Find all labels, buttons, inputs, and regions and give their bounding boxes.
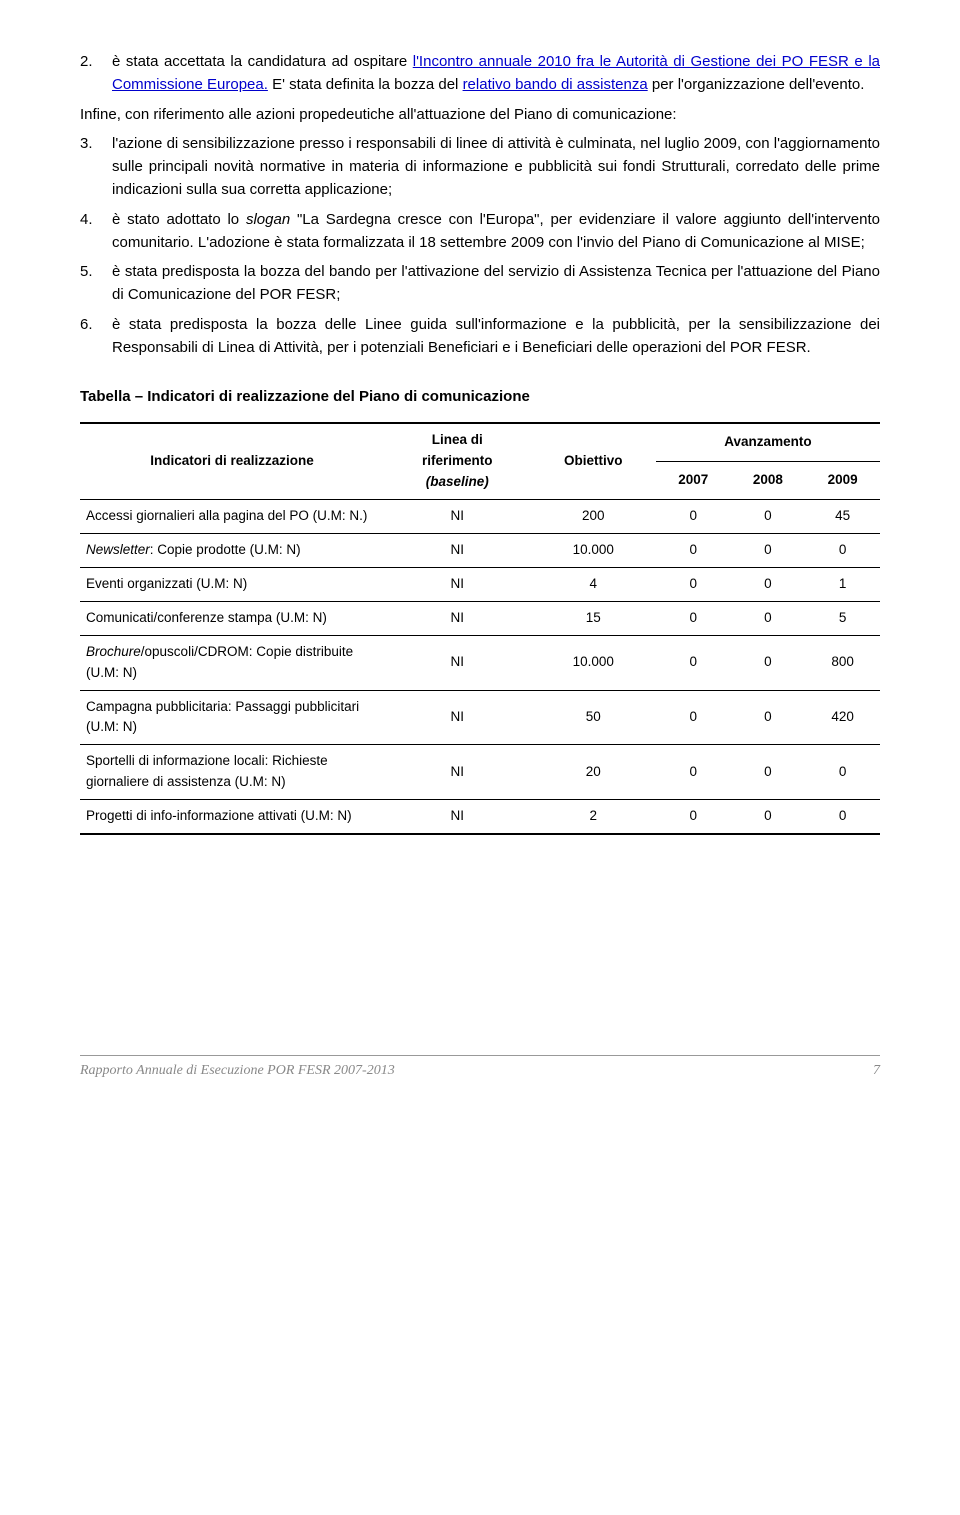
cell-v2008: 0 bbox=[731, 690, 806, 745]
cell-target: 10.000 bbox=[531, 635, 656, 690]
cell-v2007: 0 bbox=[656, 601, 731, 635]
list-body: è stata accettata la candidatura ad ospi… bbox=[112, 50, 880, 97]
link-relativo-bando[interactable]: relativo bando di assistenza bbox=[463, 76, 648, 93]
table-row: Newsletter: Copie prodotte (U.M: N)NI10.… bbox=[80, 533, 880, 567]
cell-v2007: 0 bbox=[656, 533, 731, 567]
footer-left: Rapporto Annuale di Esecuzione POR FESR … bbox=[80, 1060, 395, 1082]
text-segment: è stata accettata la candidatura ad ospi… bbox=[112, 53, 413, 70]
cell-indicator: Brochure/opuscoli/CDROM: Copie distribui… bbox=[80, 635, 384, 690]
cell-v2009: 0 bbox=[805, 745, 880, 800]
cell-v2009: 5 bbox=[805, 601, 880, 635]
cell-baseline: NI bbox=[384, 533, 531, 567]
th-2009: 2009 bbox=[805, 462, 880, 500]
cell-target: 2 bbox=[531, 800, 656, 834]
table-title: Tabella – Indicatori di realizzazione de… bbox=[80, 385, 880, 408]
cell-baseline: NI bbox=[384, 500, 531, 534]
baseline-line3: (baseline) bbox=[426, 474, 489, 489]
italic-slogan: slogan bbox=[246, 211, 290, 228]
cell-v2008: 0 bbox=[731, 635, 806, 690]
cell-baseline: NI bbox=[384, 800, 531, 834]
cell-baseline: NI bbox=[384, 690, 531, 745]
cell-target: 15 bbox=[531, 601, 656, 635]
list-body: è stato adottato lo slogan "La Sardegna … bbox=[112, 208, 880, 255]
list-item-3: 3. l'azione di sensibilizzazione presso … bbox=[80, 132, 880, 202]
cell-v2008: 0 bbox=[731, 567, 806, 601]
cell-indicator: Newsletter: Copie prodotte (U.M: N) bbox=[80, 533, 384, 567]
list-item-4: 4. è stato adottato lo slogan "La Sardeg… bbox=[80, 208, 880, 255]
cell-target: 10.000 bbox=[531, 533, 656, 567]
text-segment: E' stata definita la bozza del bbox=[268, 76, 463, 93]
cell-v2008: 0 bbox=[731, 533, 806, 567]
th-baseline: Linea di riferimento (baseline) bbox=[384, 423, 531, 499]
table-row: Eventi organizzati (U.M: N)NI4001 bbox=[80, 567, 880, 601]
table-row: Brochure/opuscoli/CDROM: Copie distribui… bbox=[80, 635, 880, 690]
list-number: 4. bbox=[80, 208, 112, 255]
cell-target: 200 bbox=[531, 500, 656, 534]
cell-v2007: 0 bbox=[656, 800, 731, 834]
text-segment: è stato adottato lo bbox=[112, 211, 246, 228]
cell-indicator: Eventi organizzati (U.M: N) bbox=[80, 567, 384, 601]
cell-indicator: Campagna pubblicitaria: Passaggi pubblic… bbox=[80, 690, 384, 745]
cell-indicator: Comunicati/conferenze stampa (U.M: N) bbox=[80, 601, 384, 635]
th-target: Obiettivo bbox=[531, 423, 656, 499]
cell-v2007: 0 bbox=[656, 567, 731, 601]
cell-indicator: Sportelli di informazione locali: Richie… bbox=[80, 745, 384, 800]
cell-v2007: 0 bbox=[656, 745, 731, 800]
table-row: Campagna pubblicitaria: Passaggi pubblic… bbox=[80, 690, 880, 745]
table-row: Accessi giornalieri alla pagina del PO (… bbox=[80, 500, 880, 534]
footer-page-number: 7 bbox=[873, 1060, 880, 1082]
th-2007: 2007 bbox=[656, 462, 731, 500]
th-indicator: Indicatori di realizzazione bbox=[80, 423, 384, 499]
cell-v2009: 1 bbox=[805, 567, 880, 601]
list-number: 2. bbox=[80, 50, 112, 97]
table-row: Sportelli di informazione locali: Richie… bbox=[80, 745, 880, 800]
cell-target: 50 bbox=[531, 690, 656, 745]
cell-v2009: 0 bbox=[805, 533, 880, 567]
cell-v2009: 0 bbox=[805, 800, 880, 834]
cell-baseline: NI bbox=[384, 601, 531, 635]
table-row: Progetti di info-informazione attivati (… bbox=[80, 800, 880, 834]
list-number: 6. bbox=[80, 313, 112, 360]
text-segment: per l'organizzazione dell'evento. bbox=[648, 76, 865, 93]
cell-target: 4 bbox=[531, 567, 656, 601]
table-row: Comunicati/conferenze stampa (U.M: N)NI1… bbox=[80, 601, 880, 635]
cell-indicator: Progetti di info-informazione attivati (… bbox=[80, 800, 384, 834]
cell-baseline: NI bbox=[384, 567, 531, 601]
th-2008: 2008 bbox=[731, 462, 806, 500]
cell-v2009: 420 bbox=[805, 690, 880, 745]
list-number: 3. bbox=[80, 132, 112, 202]
list-item-2: 2. è stata accettata la candidatura ad o… bbox=[80, 50, 880, 97]
cell-baseline: NI bbox=[384, 635, 531, 690]
indicators-table: Indicatori di realizzazione Linea di rif… bbox=[80, 422, 880, 835]
table-body: Accessi giornalieri alla pagina del PO (… bbox=[80, 500, 880, 835]
th-progress: Avanzamento bbox=[656, 423, 880, 461]
cell-baseline: NI bbox=[384, 745, 531, 800]
list-item-5: 5. è stata predisposta la bozza del band… bbox=[80, 260, 880, 307]
list-body: è stata predisposta la bozza del bando p… bbox=[112, 260, 880, 307]
cell-target: 20 bbox=[531, 745, 656, 800]
cell-v2008: 0 bbox=[731, 500, 806, 534]
cell-v2007: 0 bbox=[656, 500, 731, 534]
cell-indicator: Accessi giornalieri alla pagina del PO (… bbox=[80, 500, 384, 534]
intro-line-3: Infine, con riferimento alle azioni prop… bbox=[80, 103, 880, 126]
list-item-6: 6. è stata predisposta la bozza delle Li… bbox=[80, 313, 880, 360]
cell-v2008: 0 bbox=[731, 800, 806, 834]
cell-v2008: 0 bbox=[731, 601, 806, 635]
list-body: l'azione di sensibilizzazione presso i r… bbox=[112, 132, 880, 202]
cell-v2007: 0 bbox=[656, 635, 731, 690]
baseline-line2: riferimento bbox=[422, 453, 493, 468]
cell-v2008: 0 bbox=[731, 745, 806, 800]
cell-v2009: 45 bbox=[805, 500, 880, 534]
cell-v2007: 0 bbox=[656, 690, 731, 745]
list-number: 5. bbox=[80, 260, 112, 307]
cell-v2009: 800 bbox=[805, 635, 880, 690]
list-body: è stata predisposta la bozza delle Linee… bbox=[112, 313, 880, 360]
baseline-line1: Linea di bbox=[432, 432, 483, 447]
page-footer: Rapporto Annuale di Esecuzione POR FESR … bbox=[80, 1055, 880, 1082]
